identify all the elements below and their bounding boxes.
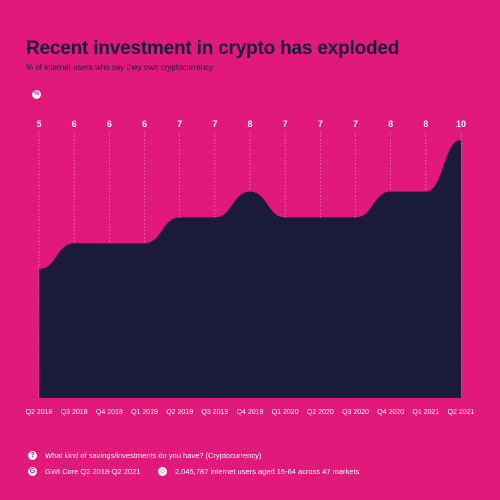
x-tick-label: Q3 2020 — [342, 409, 369, 416]
page-subtitle: % of internet users who say they own cry… — [26, 63, 214, 72]
x-tick-label: Q1 2021 — [412, 409, 439, 416]
percent-icon: % — [32, 90, 41, 99]
value-label: 8 — [247, 119, 252, 129]
value-label: 7 — [353, 119, 358, 129]
x-tick-label: Q4 2019 — [237, 409, 264, 416]
x-tick-label: Q2 2019 — [166, 409, 193, 416]
value-label: 8 — [423, 119, 428, 129]
x-tick-label: Q2 2020 — [307, 409, 334, 416]
footer-source-row: G GWI Core Q2 2018-Q2 2021 — [28, 467, 140, 476]
value-label: 10 — [456, 119, 466, 129]
page-title: Recent investment in crypto has exploded — [26, 38, 400, 59]
x-tick-label: Q3 2018 — [61, 409, 88, 416]
area-series — [39, 140, 461, 398]
footer-question-row: ? What kind of savings/investments do yo… — [28, 451, 261, 460]
x-tick-label: Q3 2019 — [201, 409, 228, 416]
x-tick-label: Q4 2018 — [96, 409, 123, 416]
users-icon: ☺ — [158, 467, 167, 476]
x-tick-label: Q2 2018 — [26, 409, 53, 416]
value-label: 6 — [107, 119, 112, 129]
footer-question: What kind of savings/investments do you … — [45, 451, 262, 460]
x-tick-label: Q1 2019 — [131, 409, 158, 416]
value-label: 7 — [212, 119, 217, 129]
question-icon: ? — [28, 451, 37, 460]
value-label: 7 — [318, 119, 323, 129]
value-label: 7 — [283, 119, 288, 129]
value-label: 6 — [142, 119, 147, 129]
footer-sample: 2,045,787 internet users aged 16-64 acro… — [175, 467, 360, 476]
x-tick-label: Q4 2020 — [377, 409, 404, 416]
footer-source: GWI Core Q2 2018-Q2 2021 — [45, 467, 141, 476]
value-label: 6 — [72, 119, 77, 129]
value-label: 5 — [36, 119, 41, 129]
footer-sample-row: ☺ 2,045,787 internet users aged 16-64 ac… — [158, 467, 359, 476]
value-label: 7 — [177, 119, 182, 129]
x-tick-label: Q1 2020 — [272, 409, 299, 416]
source-icon: G — [28, 467, 37, 476]
x-tick-label: Q2 2021 — [448, 409, 475, 416]
value-label: 8 — [388, 119, 393, 129]
